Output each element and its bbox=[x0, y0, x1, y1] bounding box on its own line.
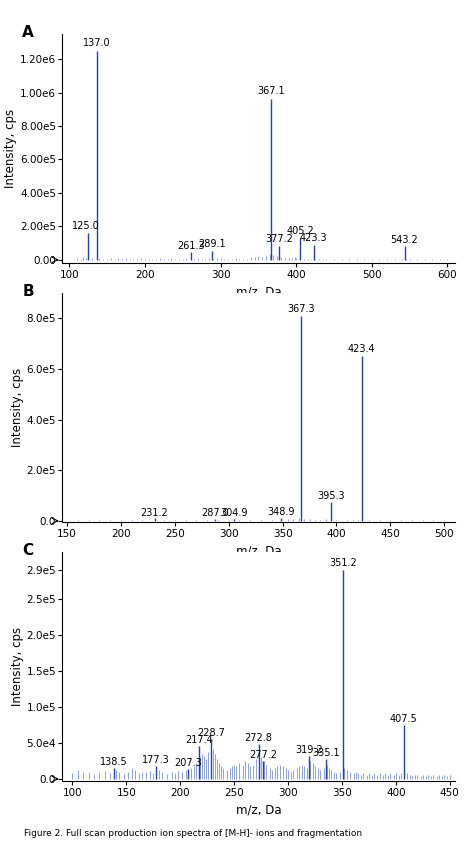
Text: 319.2: 319.2 bbox=[295, 745, 322, 755]
Text: 228.7: 228.7 bbox=[197, 728, 225, 738]
Text: 287.0: 287.0 bbox=[201, 508, 228, 518]
X-axis label: m/z, Da: m/z, Da bbox=[236, 804, 281, 817]
Text: 261.3: 261.3 bbox=[177, 240, 205, 250]
Text: 423.3: 423.3 bbox=[300, 233, 328, 243]
Y-axis label: Intensity, cps: Intensity, cps bbox=[10, 627, 24, 706]
X-axis label: m/z, Da: m/z, Da bbox=[236, 286, 281, 299]
Text: 405.2: 405.2 bbox=[286, 227, 314, 236]
Text: 217.4: 217.4 bbox=[185, 735, 213, 745]
Text: 304.9: 304.9 bbox=[220, 508, 248, 518]
Text: 137.0: 137.0 bbox=[83, 37, 111, 48]
Text: 138.5: 138.5 bbox=[100, 757, 128, 767]
Y-axis label: Intensity, cps: Intensity, cps bbox=[11, 368, 24, 447]
Y-axis label: Intensity, cps: Intensity, cps bbox=[4, 109, 17, 188]
X-axis label: m/z, Da: m/z, Da bbox=[236, 545, 281, 558]
Text: 367.1: 367.1 bbox=[257, 87, 285, 96]
Text: 351.2: 351.2 bbox=[329, 558, 357, 568]
Text: 272.8: 272.8 bbox=[245, 734, 273, 743]
Text: A: A bbox=[22, 25, 34, 40]
Text: 277.2: 277.2 bbox=[249, 750, 277, 760]
Text: 335.1: 335.1 bbox=[312, 748, 339, 757]
Text: 543.2: 543.2 bbox=[391, 235, 419, 245]
Text: 207.3: 207.3 bbox=[174, 758, 202, 767]
Text: 423.4: 423.4 bbox=[348, 344, 375, 354]
Text: C: C bbox=[22, 543, 33, 558]
Text: 125.0: 125.0 bbox=[72, 221, 100, 231]
Text: B: B bbox=[22, 284, 34, 299]
Text: 289.1: 289.1 bbox=[199, 239, 226, 249]
Text: Figure 2. Full scan production ion spectra of [M-H]- ions and fragmentation: Figure 2. Full scan production ion spect… bbox=[24, 829, 362, 838]
Text: 377.2: 377.2 bbox=[265, 234, 293, 244]
Text: 231.2: 231.2 bbox=[141, 508, 168, 518]
Text: 348.9: 348.9 bbox=[268, 507, 295, 517]
Text: 177.3: 177.3 bbox=[142, 755, 170, 765]
Text: 395.3: 395.3 bbox=[318, 491, 345, 501]
Text: 367.3: 367.3 bbox=[287, 304, 315, 313]
Text: 407.5: 407.5 bbox=[390, 714, 418, 723]
